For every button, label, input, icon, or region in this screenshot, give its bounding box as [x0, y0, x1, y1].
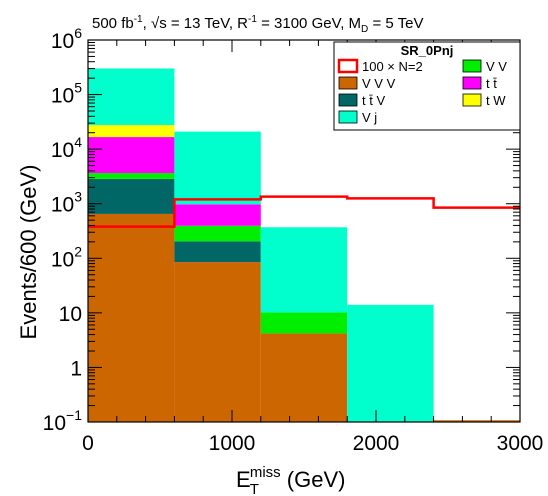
- y-tick-label-7: 106: [51, 25, 82, 53]
- legend-swatch-100-n-2: [337, 58, 359, 74]
- bar-v-j-bin-2: [260, 227, 348, 313]
- legend-label-t-t-v: t t̄ V: [362, 93, 385, 108]
- legend-title: SR_0Pnj: [401, 43, 454, 58]
- bar-t-t-bin-0: [88, 137, 175, 174]
- legend-label-t-w: t W: [486, 93, 506, 108]
- legend-label-v-v: V V: [486, 59, 507, 74]
- legend-swatch-v-v: [462, 59, 482, 73]
- x-axis-label-unit: (GeV): [281, 467, 346, 492]
- x-axis-label-base: E: [236, 467, 251, 492]
- plot-area: [88, 68, 520, 422]
- bar-t-t-v-bin-1: [174, 241, 261, 263]
- title-r-exp: -1: [248, 14, 257, 25]
- bar-v-j-bin-0: [88, 68, 175, 126]
- x-tick-label-3: 3000: [497, 432, 544, 455]
- x-axis-label-sup: miss: [250, 464, 281, 481]
- x-tick-label-1: 1000: [209, 432, 256, 455]
- title-md-val: = 5 TeV: [368, 15, 423, 32]
- x-axis-label-sub: T: [250, 481, 259, 496]
- title-md-sub: D: [361, 24, 368, 35]
- title-lumi-exp: -1: [134, 14, 143, 25]
- title-sqrt: √: [151, 15, 160, 32]
- axes: 0 1000 2000 3000 10−1 1 10 102 103 104 105 106: [43, 25, 544, 455]
- legend-box: [333, 41, 521, 131]
- bar-v-v-v-bin-2: [260, 333, 348, 422]
- bar-t-t-v-bin-0: [88, 178, 175, 214]
- x-axis-label: ETmiss (GeV): [236, 464, 345, 496]
- y-tick-label-4: 103: [51, 189, 82, 217]
- legend-label-100-n-2: 100 × N=2: [362, 59, 423, 74]
- y-tick-label-2: 10: [59, 303, 82, 326]
- legend-swatch-t-t: [462, 76, 482, 90]
- legend-label-t-t: t t̄: [486, 76, 497, 91]
- y-tick-label-3: 102: [51, 243, 82, 271]
- title-mass: = 3100 GeV, M: [257, 15, 361, 32]
- x-tick-label-2: 2000: [353, 432, 400, 455]
- legend-swatch-t-t-v: [338, 93, 358, 107]
- x-tick-label-0: 0: [82, 432, 94, 455]
- plot-frame: [87, 39, 521, 423]
- chart-title: 500 fb-1, √s = 13 TeV, R-1 = 3100 GeV, M…: [92, 14, 423, 35]
- bar-v-v-v-bin-1: [174, 262, 261, 422]
- y-tick-label-1: 1: [70, 357, 82, 380]
- legend-label-v-v-v: V V V: [362, 76, 396, 91]
- title-energy: s = 13 TeV, R: [159, 15, 248, 32]
- bar-v-j-bin-3: [347, 304, 434, 422]
- bar-v-v-bin-2: [260, 312, 348, 334]
- overlay-signal-line: [88, 195, 520, 228]
- legend-swatch-t-w: [462, 93, 482, 107]
- y-tick-label-6: 105: [51, 80, 82, 108]
- y-tick-label-0: 10−1: [43, 407, 83, 435]
- legend-swatch-v-v-v: [338, 76, 358, 90]
- bar-t-w-bin-0: [88, 125, 175, 138]
- title-lumi: 500 fb: [92, 15, 134, 32]
- legend-label-v-j: V j: [362, 110, 377, 125]
- bar-v-v-bin-0: [88, 173, 175, 179]
- bar-t-t-bin-1: [174, 204, 261, 226]
- legend-swatch-v-j: [338, 110, 358, 124]
- bar-v-j-bin-1: [174, 131, 261, 205]
- bar-v-v-v-bin-0: [88, 213, 175, 422]
- bar-v-v-bin-1: [174, 225, 261, 242]
- y-axis-label: Events/600 (GeV): [16, 165, 41, 340]
- y-tick-label-5: 104: [51, 134, 82, 162]
